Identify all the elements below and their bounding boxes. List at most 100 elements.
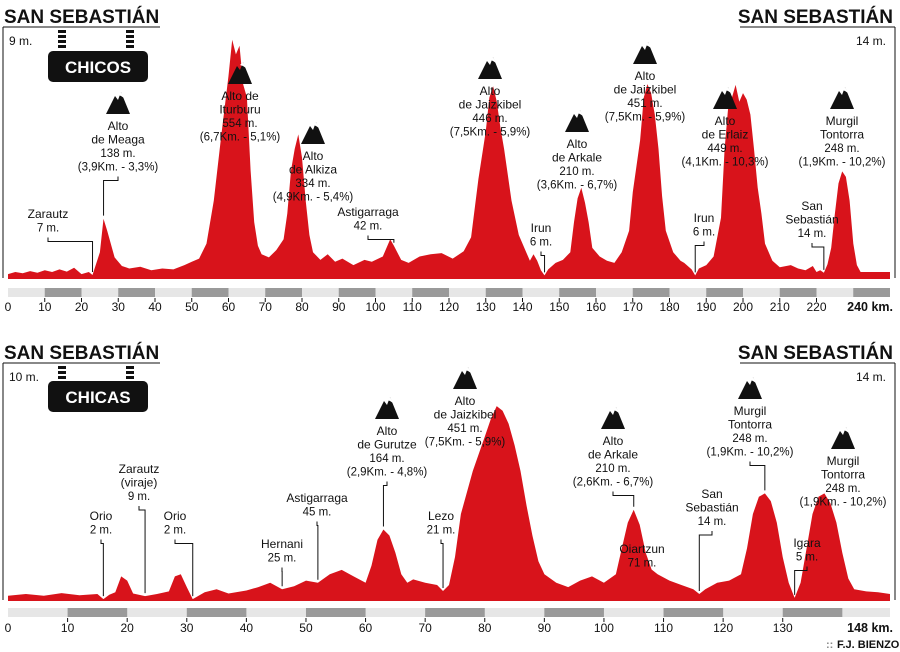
category-badge: CHICOS xyxy=(48,30,148,82)
point-label-line: (7,5Km. - 5,9%) xyxy=(450,127,531,139)
elevation-area xyxy=(8,406,890,600)
point-label-line: (3,9Km. - 3,3%) xyxy=(78,162,159,174)
axis-segment xyxy=(663,608,724,617)
point-label-line: Alto xyxy=(635,69,656,83)
badge-label: CHICOS xyxy=(65,58,131,77)
point-label-line: Alto xyxy=(108,119,129,133)
final-tick: 240 km. xyxy=(847,300,893,314)
point-label-line: 25 m. xyxy=(268,553,297,565)
town-9: Astigarraga 42 m. xyxy=(337,205,399,243)
mountain-icon xyxy=(565,110,589,132)
leader-line xyxy=(811,243,825,270)
mountain-icon xyxy=(831,427,855,449)
axis-segment xyxy=(44,288,82,297)
point-label-line: (2,9Km. - 4,8%) xyxy=(347,467,428,479)
elevation-area xyxy=(8,39,890,278)
point-label-line: Zarautz xyxy=(119,462,160,476)
point-label-line: (4,1Km. - 10,3%) xyxy=(682,157,769,169)
point-label-line: de Arkale xyxy=(552,151,602,165)
point-label-line: 7 m. xyxy=(37,223,59,235)
tick-label: 120 xyxy=(713,621,733,635)
point-label-line: de Jaizkibel xyxy=(434,408,497,422)
point-label-line: 248 m. xyxy=(825,483,860,495)
leader-line xyxy=(382,481,388,527)
point-label-line: Alto xyxy=(455,394,476,408)
town-7: Orio 2 m. xyxy=(164,509,194,597)
point-label-line: 210 m. xyxy=(595,463,630,475)
point-label-line: 9 m. xyxy=(128,491,150,503)
point-label-line: San xyxy=(801,199,822,213)
axis-segment xyxy=(186,608,247,617)
tick-label: 10 xyxy=(38,300,52,314)
axis-segment xyxy=(853,288,890,297)
end-alt: 14 m. xyxy=(856,370,886,384)
mountain-icon xyxy=(106,92,130,114)
point-label-line: Irun xyxy=(531,221,552,235)
point-label-line: 138 m. xyxy=(100,148,135,160)
point-label-line: Alto xyxy=(480,84,501,98)
tick-label: 100 xyxy=(365,300,385,314)
final-tick: 148 km. xyxy=(847,621,893,635)
point-label-line: (7,5Km. - 5,9%) xyxy=(605,112,686,124)
leader-line xyxy=(698,531,713,591)
tick-label: 110 xyxy=(654,621,673,635)
tick-label: 130 xyxy=(773,621,793,635)
point-label-line: (3,6Km. - 6,7%) xyxy=(537,180,618,192)
tick-label: 40 xyxy=(240,621,254,635)
point-label-line: Astigarraga xyxy=(286,491,348,505)
tick-label: 70 xyxy=(259,300,273,314)
axis-segment xyxy=(67,608,128,617)
point-label-line: San xyxy=(701,487,722,501)
start-name: SAN SEBASTIÁN xyxy=(4,6,159,28)
town-5: Orio 2 m. xyxy=(90,509,113,597)
point-label-line: 554 m. xyxy=(222,118,257,130)
tick-label: 170 xyxy=(623,300,643,314)
town-8: Hernani 25 m. xyxy=(261,537,303,587)
point-label-line: 14 m. xyxy=(698,516,727,528)
town-11: Oiartzun 71 m. xyxy=(619,542,664,570)
point-label-line: Alto xyxy=(567,137,588,151)
axis-segment xyxy=(485,288,523,297)
tick-label: 20 xyxy=(75,300,89,314)
town-13: Igara 5 m. xyxy=(793,536,821,595)
leader-line xyxy=(694,241,705,273)
point-label-line: 5 m. xyxy=(796,552,818,564)
point-label-line: de Erlaiz xyxy=(702,128,749,142)
point-label-line: 248 m. xyxy=(732,433,767,445)
leader-line xyxy=(540,251,546,273)
km-axis: 0 10 20 30 40 50 60 70 80 90 100 110 120 130 148 km. xyxy=(5,608,893,635)
town-10: Lezo 21 m. xyxy=(427,509,455,588)
mountain-icon xyxy=(453,367,477,389)
tick-label: 10 xyxy=(61,621,75,635)
axis-segment xyxy=(632,288,670,297)
credit-text: F.J. BIENZOBAS xyxy=(837,639,900,651)
point-label-line: 164 m. xyxy=(369,453,404,465)
tick-label: 220 xyxy=(806,300,826,314)
axis-segment xyxy=(782,608,843,617)
point-label-line: Alto xyxy=(603,434,624,448)
point-label-line: Irun xyxy=(694,211,715,225)
tick-label: 130 xyxy=(476,300,496,314)
tick-label: 90 xyxy=(538,621,552,635)
mountain-icon xyxy=(713,87,737,109)
point-label-line: (6,7Km. - 5,1%) xyxy=(200,132,281,144)
tick-label: 80 xyxy=(478,621,492,635)
point-label-line: de Arkale xyxy=(588,448,638,462)
leader-line xyxy=(612,491,635,507)
leader-line xyxy=(174,539,194,597)
point-label-line: Iturburu xyxy=(219,103,260,117)
mountain-icon xyxy=(228,62,252,84)
town-9: Astigarraga 45 m. xyxy=(286,491,348,580)
point-label-line: Zarautz xyxy=(28,207,69,221)
point-label-line: 210 m. xyxy=(559,166,594,178)
mountain-icon xyxy=(633,42,657,64)
credit-dots: :: xyxy=(826,639,833,651)
tick-label: 180 xyxy=(659,300,679,314)
